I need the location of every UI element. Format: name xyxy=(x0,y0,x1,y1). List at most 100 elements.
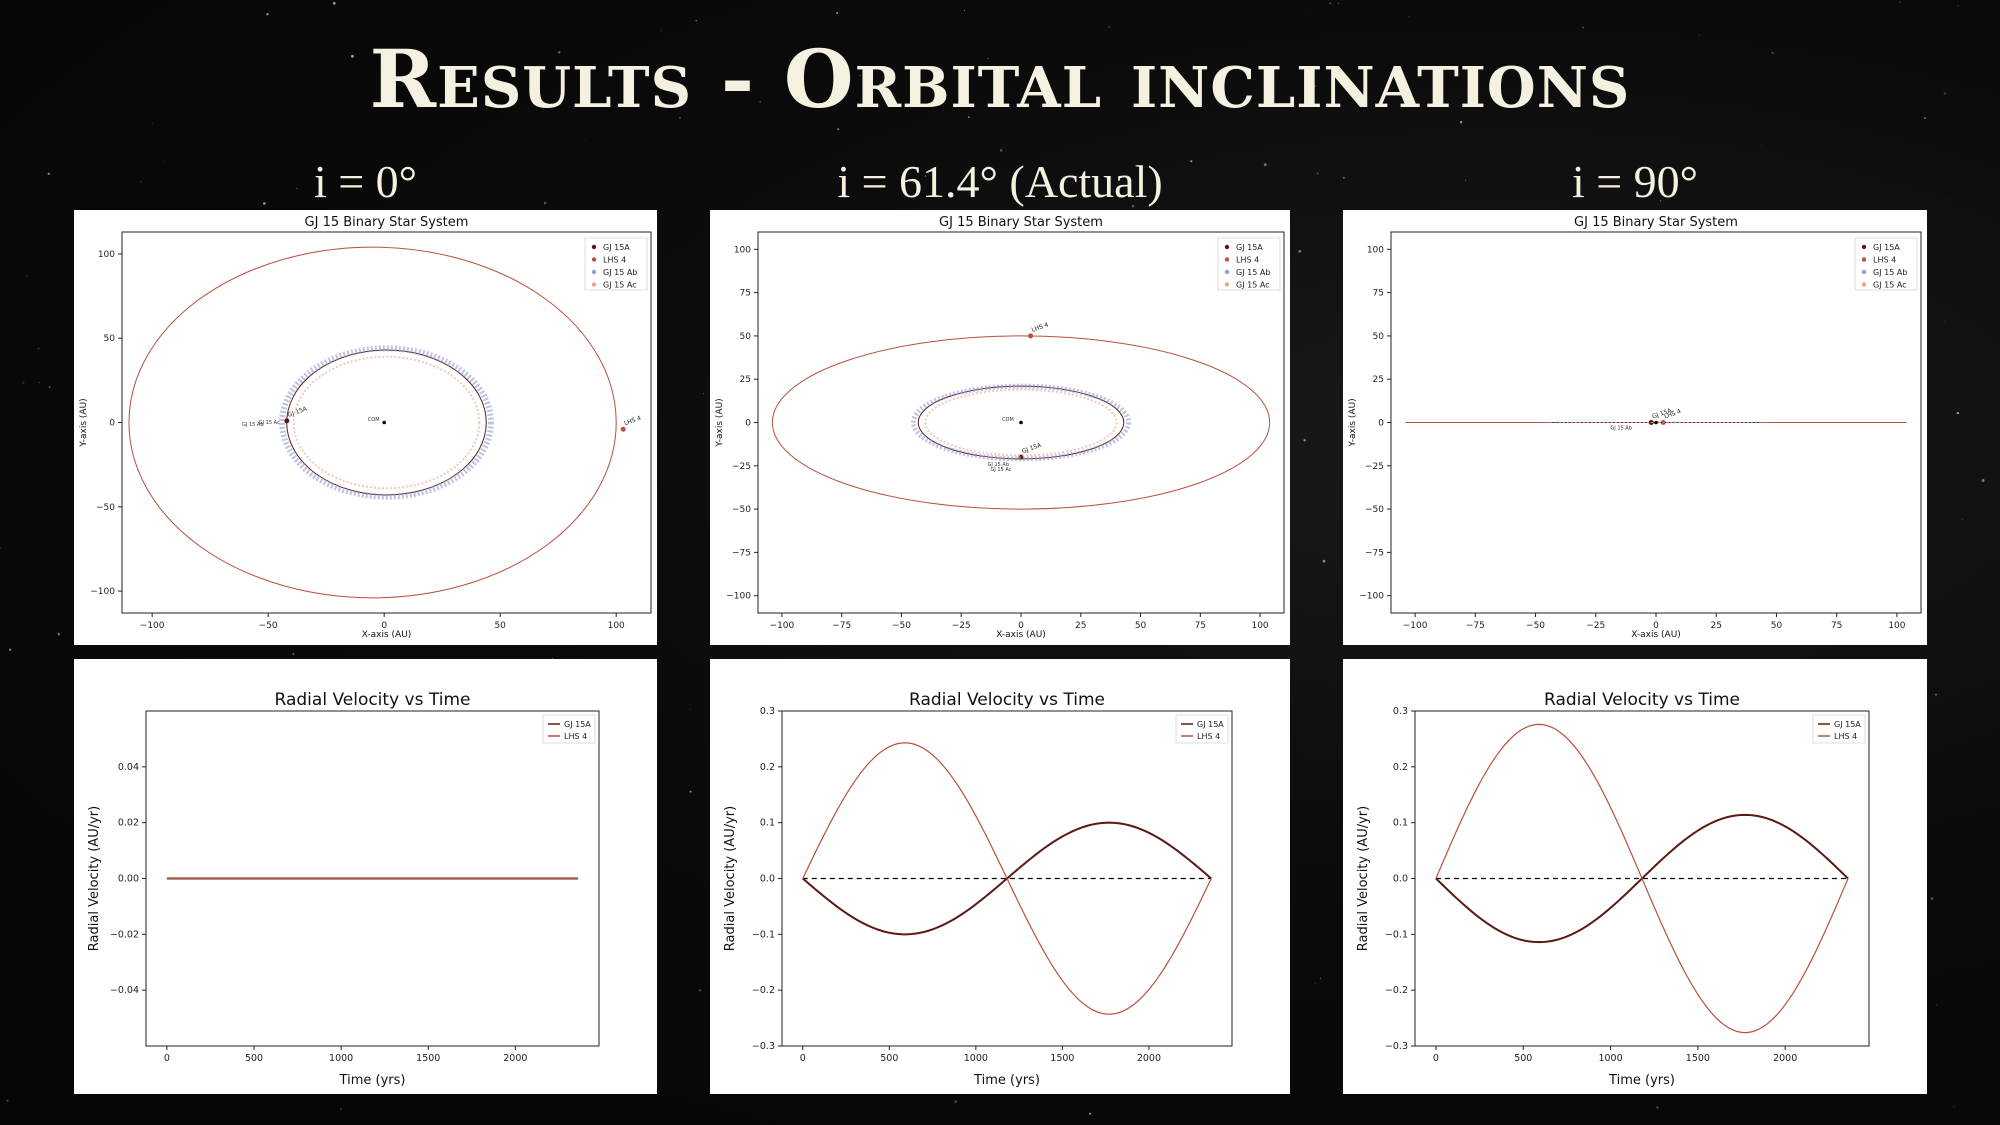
x-tick-label: 1500 xyxy=(1686,1053,1710,1064)
x-tick-label: 100 xyxy=(1251,621,1268,631)
y-tick-label: −100 xyxy=(90,587,115,597)
chart-title: Radial Velocity vs Time xyxy=(909,690,1105,710)
x-tick-label: 75 xyxy=(1831,621,1842,631)
star-dot xyxy=(588,1123,590,1124)
y-tick-label: −50 xyxy=(1365,505,1384,515)
x-tick-label: 50 xyxy=(1135,621,1147,631)
y-tick-label: −0.2 xyxy=(752,985,775,996)
star-dot xyxy=(339,1107,342,1110)
star-dot xyxy=(1298,249,1302,253)
star-dot xyxy=(350,54,354,58)
star-dot xyxy=(266,13,269,16)
star-dot xyxy=(678,116,682,120)
star-dot xyxy=(1247,96,1249,98)
star-dot xyxy=(924,175,927,177)
chart-title: Radial Velocity vs Time xyxy=(275,690,471,710)
star-dot xyxy=(1108,26,1110,28)
legend-label-lhs-4: LHS 4 xyxy=(1834,732,1857,741)
y-tick-label: 0.02 xyxy=(118,818,139,829)
star-dot xyxy=(1459,120,1463,124)
x-tick-label: 2000 xyxy=(1773,1053,1797,1064)
x-tick-label: 1500 xyxy=(1050,1053,1074,1064)
star-dot xyxy=(695,19,697,22)
star-dot xyxy=(336,41,338,43)
star-dot xyxy=(689,790,692,793)
x-tick-label: 25 xyxy=(1075,621,1086,631)
star-dot xyxy=(47,172,50,175)
star-dot xyxy=(1314,982,1316,984)
legend-swatch-lhs-4 xyxy=(1861,257,1867,262)
star-dot xyxy=(1930,897,1934,900)
legend-label-lhs-4: LHS 4 xyxy=(1197,732,1220,741)
star-dot xyxy=(1956,411,1960,415)
center-of-mass-marker xyxy=(1019,420,1023,425)
legend-label-gj-15-ac: GJ 15 Ac xyxy=(1873,281,1907,290)
star-dot xyxy=(1303,439,1306,442)
orbit-gj-15-ac xyxy=(292,355,481,490)
chart-title: GJ 15 Binary Star System xyxy=(305,215,469,230)
star-dot xyxy=(263,202,266,205)
legend-label-gj-15-ab: GJ 15 Ab xyxy=(1236,268,1270,277)
x-axis-label: Time (yrs) xyxy=(1608,1073,1675,1088)
annotation-label: COM xyxy=(1002,417,1014,423)
y-tick-label: −100 xyxy=(1359,592,1384,602)
y-tick-label: 50 xyxy=(104,334,116,344)
star-dot xyxy=(140,181,142,183)
x-tick-label: 25 xyxy=(1711,621,1722,631)
y-tick-label: 0 xyxy=(745,419,751,429)
x-tick-label: −50 xyxy=(892,621,911,631)
orbit-gj-15-ac xyxy=(924,388,1118,457)
x-tick-label: 0 xyxy=(800,1053,806,1064)
star-dot xyxy=(38,382,40,383)
x-tick-label: 50 xyxy=(494,621,506,631)
star-dot xyxy=(0,547,2,549)
legend-swatch-gj-15-ab xyxy=(1861,269,1867,275)
marker-label-gj-15a: GJ 15A xyxy=(287,405,309,419)
star-dot xyxy=(1899,1,1901,3)
legend-label-gj-15-ab: GJ 15 Ab xyxy=(1873,268,1907,277)
star-dot xyxy=(1771,51,1774,55)
star-dot xyxy=(1314,85,1316,88)
rv-line-lhs-4 xyxy=(1435,723,1849,1034)
y-tick-label: 0.3 xyxy=(760,706,775,717)
orbit-gj-15-ab xyxy=(910,383,1132,462)
legend-swatch-gj-15a xyxy=(1224,244,1230,250)
y-tick-label: 0 xyxy=(1378,419,1384,429)
x-tick-label: 1000 xyxy=(329,1053,353,1064)
orbit-lhs-4 xyxy=(771,335,1271,510)
y-tick-label: −50 xyxy=(96,503,115,513)
legend-box xyxy=(1175,714,1229,744)
y-tick-label: 0.0 xyxy=(1393,874,1408,885)
star-dot xyxy=(859,75,861,77)
star-dot xyxy=(1342,176,1345,179)
column-label-i0: i = 0° xyxy=(313,156,418,207)
y-tick-label: 0.1 xyxy=(760,818,775,829)
star-dot xyxy=(48,386,51,389)
star-dot xyxy=(1948,199,1950,201)
star-dot xyxy=(689,708,691,710)
x-axis-label: X-axis (AU) xyxy=(362,630,412,640)
x-axis-label: X-axis (AU) xyxy=(1631,630,1681,640)
y-tick-label: −50 xyxy=(732,505,751,515)
star-dot xyxy=(1943,92,1947,95)
y-tick-label: −0.3 xyxy=(1385,1041,1408,1052)
star-dot xyxy=(585,138,587,140)
star-dot xyxy=(1761,144,1763,146)
chart-title: Radial Velocity vs Time xyxy=(1544,690,1740,710)
x-tick-label: −50 xyxy=(1526,621,1545,631)
y-tick-label: 0.2 xyxy=(760,762,775,773)
y-tick-label: 0.00 xyxy=(118,874,139,885)
chart-title: GJ 15 Binary Star System xyxy=(939,215,1103,230)
star-dot xyxy=(1190,160,1193,163)
x-tick-label: −100 xyxy=(1403,621,1428,631)
y-tick-label: 25 xyxy=(740,375,751,385)
star-dot xyxy=(1935,693,1937,696)
y-tick-label: 50 xyxy=(1373,332,1385,342)
orbit-gj-15-ab xyxy=(279,345,494,500)
star-dot xyxy=(6,1099,9,1102)
star-dot xyxy=(836,12,839,14)
y-axis-label: Radial Velocity (AU/yr) xyxy=(1356,806,1371,951)
star-dot xyxy=(296,187,298,189)
legend-label-gj-15-ac: GJ 15 Ac xyxy=(1236,281,1270,290)
star-dot xyxy=(1329,2,1332,5)
